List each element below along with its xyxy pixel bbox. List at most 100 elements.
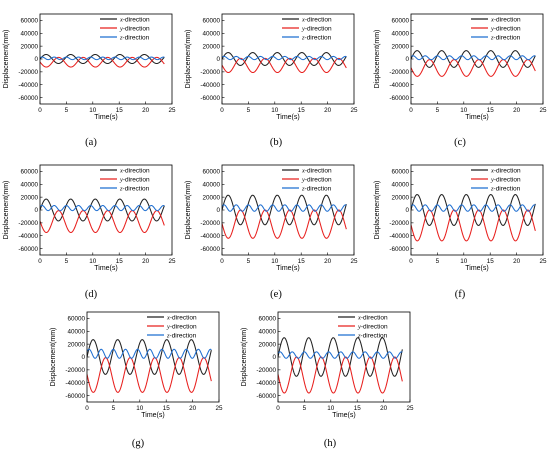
y-tick-label: 60000 (391, 169, 409, 176)
y-tick-label: -60000 (389, 246, 409, 253)
chart-d: -60000 -40000 -20000 0 20000 40000 60000 0 5 10 15… (3, 164, 176, 300)
x-axis-label: Time(s) (465, 114, 488, 121)
x-tick-label: 20 (324, 107, 332, 114)
x-tick-label: 15 (116, 107, 124, 114)
x-tick-label: 5 (247, 107, 251, 114)
y-tick-label: -20000 (18, 69, 38, 76)
y-tick-label: 0 (405, 207, 409, 214)
chart-c: -60000 -40000 -20000 0 20000 40000 60000 0 5 10 15… (374, 13, 547, 148)
legend-label-x: x-direction (490, 16, 521, 23)
x-tick-label: 25 (350, 107, 358, 114)
x-tick-label: 25 (539, 107, 547, 114)
x-tick-label: 20 (189, 405, 197, 412)
y-tick-label: 0 (34, 207, 38, 214)
x-tick-label: 15 (116, 258, 124, 265)
x-tick-label: 0 (220, 258, 224, 265)
legend: x-direction y-direction z-direction (338, 314, 388, 339)
y-tick-label: 60000 (20, 169, 38, 176)
chart-h: -60000 -40000 -20000 0 20000 40000 60000 0 5 10 15… (241, 311, 414, 449)
y-tick-label: 0 (272, 354, 276, 361)
x-tick-label: 20 (513, 107, 521, 114)
x-axis-label: Time(s) (465, 265, 488, 272)
legend-label-z: z-direction (301, 185, 332, 192)
legend: x-direction y-direction z-direction (100, 167, 150, 192)
y-axis-label: Displacement(mm) (374, 30, 381, 89)
panel-label: (g) (132, 438, 145, 449)
y-tick-label: 20000 (202, 194, 220, 201)
y-tick-label: 20000 (258, 341, 276, 348)
x-tick-label: 20 (324, 258, 332, 265)
series-x-line (411, 50, 536, 68)
x-tick-label: 20 (142, 107, 150, 114)
x-tick-label: 10 (136, 405, 144, 412)
y-axis-label: Displacement(mm) (241, 328, 248, 387)
y-tick-label: 20000 (202, 43, 220, 50)
x-tick-label: 10 (271, 258, 279, 265)
x-tick-label: 10 (460, 107, 468, 114)
y-tick-label: -60000 (200, 95, 220, 102)
legend: x-direction y-direction z-direction (471, 167, 521, 192)
x-tick-label: 5 (65, 107, 69, 114)
y-tick-label: 0 (81, 354, 85, 361)
y-tick-label: -20000 (65, 367, 85, 374)
x-tick-label: 15 (487, 107, 495, 114)
y-tick-label: -40000 (65, 380, 85, 387)
y-tick-label: -60000 (389, 95, 409, 102)
y-tick-label: -60000 (18, 95, 38, 102)
x-tick-label: 25 (215, 405, 223, 412)
legend: x-direction y-direction z-direction (100, 16, 150, 41)
y-tick-label: 0 (216, 56, 220, 63)
panel-label: (d) (85, 289, 98, 300)
x-axis-label: Time(s) (276, 114, 299, 121)
series-y-line (222, 209, 347, 239)
x-axis-label: Time(s) (276, 265, 299, 272)
legend: x-direction y-direction z-direction (282, 16, 332, 41)
y-tick-label: -40000 (18, 233, 38, 240)
panel-label: (e) (270, 289, 282, 300)
chart-a: -60000 -40000 -20000 0 20000 40000 60000 0 5 10 15… (3, 13, 176, 148)
series-x-line (40, 53, 165, 65)
legend: x-direction y-direction z-direction (471, 16, 521, 41)
y-tick-label: -20000 (200, 69, 220, 76)
legend-label-x: x-direction (301, 16, 332, 23)
series-y-line (278, 356, 403, 394)
y-tick-label: 40000 (67, 328, 85, 335)
series-y-line (411, 59, 536, 77)
y-axis-label: Displacement(mm) (3, 30, 10, 89)
y-axis-label: Displacement(mm) (374, 181, 381, 240)
legend-label-y: y-direction (357, 323, 388, 330)
panel-label: (h) (324, 438, 337, 449)
y-axis-label: Displacement(mm) (185, 30, 192, 89)
x-tick-label: 25 (406, 405, 414, 412)
panel-label: (a) (85, 137, 97, 148)
y-tick-label: 40000 (258, 328, 276, 335)
series-z-line (40, 204, 165, 212)
legend-label-x: x-direction (490, 167, 521, 174)
y-tick-label: 60000 (20, 18, 38, 25)
y-tick-label: 60000 (202, 169, 220, 176)
y-tick-label: 0 (216, 207, 220, 214)
y-tick-label: -40000 (18, 82, 38, 89)
x-tick-label: 25 (168, 258, 176, 265)
series-z-line (411, 55, 536, 61)
x-tick-label: 15 (298, 258, 306, 265)
chart-b: -60000 -40000 -20000 0 20000 40000 60000 0 5 10 15… (185, 13, 358, 148)
y-tick-label: -40000 (389, 82, 409, 89)
series-x-line (222, 52, 347, 66)
y-tick-label: -60000 (18, 246, 38, 253)
x-tick-label: 20 (513, 258, 521, 265)
x-tick-label: 5 (303, 405, 307, 412)
chart-f: -60000 -40000 -20000 0 20000 40000 60000 0 5 10 15… (374, 164, 547, 300)
x-tick-label: 0 (276, 405, 280, 412)
y-tick-label: 40000 (202, 181, 220, 188)
y-tick-label: 20000 (20, 194, 38, 201)
legend-label-z: z-direction (490, 185, 521, 192)
y-axis-label: Displacement(mm) (185, 181, 192, 240)
series-y-line (411, 209, 536, 242)
x-tick-label: 0 (38, 107, 42, 114)
series-x-line (87, 339, 212, 375)
y-tick-label: 0 (34, 56, 38, 63)
x-axis-label: Time(s) (141, 412, 164, 419)
x-tick-label: 25 (168, 107, 176, 114)
legend-label-x: x-direction (119, 167, 150, 174)
